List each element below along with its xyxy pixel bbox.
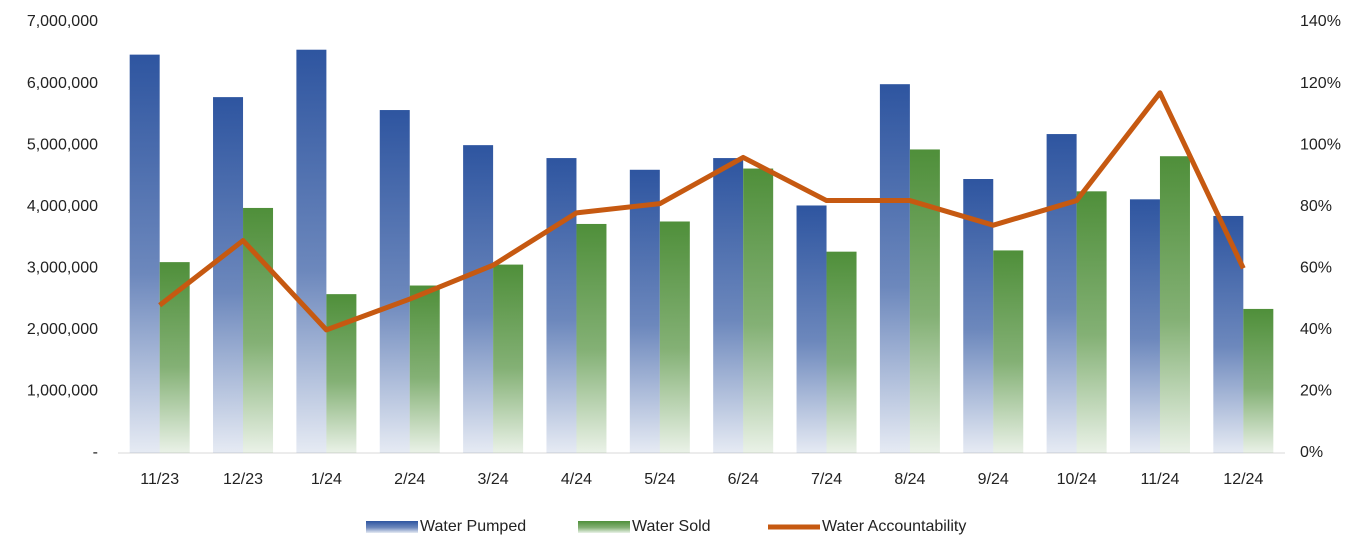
x-tick-label: 6/24 bbox=[728, 471, 759, 488]
bar bbox=[659, 221, 690, 453]
x-tick-label: 9/24 bbox=[978, 471, 1009, 488]
y2-tick-label: 60% bbox=[1300, 260, 1332, 277]
bar bbox=[1213, 215, 1244, 453]
x-tick-label: 1/24 bbox=[311, 471, 342, 488]
bar bbox=[409, 285, 440, 453]
x-tick-label: 2/24 bbox=[394, 471, 425, 488]
bar bbox=[1076, 191, 1107, 454]
x-tick-label: 11/23 bbox=[140, 471, 179, 488]
line bbox=[158, 90, 1246, 333]
bar bbox=[379, 110, 410, 453]
x-tick-label: 11/24 bbox=[1141, 471, 1180, 488]
y-tick-label: 2,000,000 bbox=[27, 321, 98, 338]
y-tick-label: 7,000,000 bbox=[27, 13, 98, 30]
y2-tick-label: 100% bbox=[1300, 136, 1341, 153]
y2-tick-label: 0% bbox=[1300, 444, 1323, 461]
y2-tick-label: 140% bbox=[1300, 13, 1341, 30]
bar bbox=[743, 168, 774, 454]
bar bbox=[993, 250, 1024, 453]
legend-label: Water Pumped bbox=[420, 518, 526, 535]
bar bbox=[909, 149, 940, 453]
y-tick-label: 3,000,000 bbox=[27, 260, 98, 277]
x-tick-label: 12/24 bbox=[1223, 471, 1263, 488]
bar bbox=[463, 145, 494, 453]
bar bbox=[129, 54, 160, 453]
bar bbox=[629, 169, 660, 453]
y-tick-label: - bbox=[93, 444, 98, 461]
x-tick-label: 8/24 bbox=[894, 471, 925, 488]
bar bbox=[826, 251, 857, 453]
y2-tick-label: 80% bbox=[1300, 198, 1332, 215]
bar bbox=[493, 264, 524, 453]
x-tick-label: 10/24 bbox=[1057, 471, 1097, 488]
bar bbox=[296, 49, 327, 453]
legend-swatch bbox=[366, 521, 418, 533]
x-tick-label: 7/24 bbox=[811, 471, 842, 488]
bar bbox=[1129, 199, 1160, 453]
y2-tick-label: 20% bbox=[1300, 383, 1332, 400]
y2-tick-label: 120% bbox=[1300, 75, 1341, 92]
bar bbox=[546, 158, 577, 453]
y-tick-label: 4,000,000 bbox=[27, 198, 98, 215]
legend-label: Water Accountability bbox=[822, 518, 966, 535]
y2-tick-label: 40% bbox=[1300, 321, 1332, 338]
bar bbox=[1159, 156, 1190, 453]
bar bbox=[713, 158, 744, 453]
x-tick-label: 3/24 bbox=[478, 471, 509, 488]
y-tick-label: 1,000,000 bbox=[27, 383, 98, 400]
bar bbox=[213, 97, 244, 454]
bar bbox=[1046, 134, 1077, 453]
x-tick-label: 5/24 bbox=[644, 471, 675, 488]
x-tick-label: 4/24 bbox=[561, 471, 592, 488]
bar bbox=[576, 223, 607, 453]
bar bbox=[1243, 308, 1274, 453]
y-tick-label: 6,000,000 bbox=[27, 75, 98, 92]
legend-swatch bbox=[578, 521, 630, 533]
y-tick-label: 5,000,000 bbox=[27, 136, 98, 153]
bar bbox=[879, 84, 910, 454]
x-tick-label: 12/23 bbox=[223, 471, 263, 488]
bar bbox=[796, 205, 827, 453]
legend-label: Water Sold bbox=[632, 518, 711, 535]
